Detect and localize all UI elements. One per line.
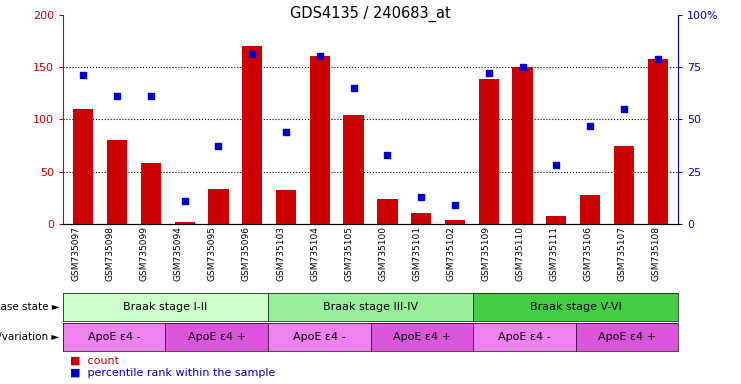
Text: genotype/variation ►: genotype/variation ► [0,332,59,342]
Text: GSM735111: GSM735111 [549,226,559,281]
Bar [411,214,431,224]
Text: ApoE ε4 -: ApoE ε4 - [498,332,551,342]
Point [449,202,461,208]
Text: GSM735103: GSM735103 [276,226,285,281]
Bar [614,146,634,224]
Point [213,143,225,149]
Text: ■  count: ■ count [70,356,119,366]
Bar [310,56,330,224]
Point [348,85,359,91]
Text: Braak stage III-IV: Braak stage III-IV [323,302,418,312]
Text: GSM735100: GSM735100 [379,226,388,281]
Point [415,194,427,200]
Text: GSM735101: GSM735101 [413,226,422,281]
Point [280,129,292,135]
Point [618,106,630,112]
Bar [377,199,397,224]
Point [145,93,157,99]
Point [551,162,562,168]
Text: ApoE ε4 -: ApoE ε4 - [88,332,141,342]
Point [179,198,190,204]
Text: GDS4135 / 240683_at: GDS4135 / 240683_at [290,6,451,22]
Bar [513,67,533,224]
Point [314,53,326,60]
Text: GSM735106: GSM735106 [584,226,593,281]
Point [483,70,495,76]
Text: GSM735110: GSM735110 [515,226,525,281]
Text: GSM735099: GSM735099 [139,226,148,281]
Text: ApoE ε4 +: ApoE ε4 + [393,332,451,342]
Point [77,72,89,78]
Text: GSM735102: GSM735102 [447,226,456,281]
Text: ApoE ε4 -: ApoE ε4 - [293,332,345,342]
Text: GSM735096: GSM735096 [242,226,251,281]
Point [584,122,596,129]
Bar [648,58,668,224]
Text: Braak stage I-II: Braak stage I-II [123,302,207,312]
Point [516,64,528,70]
Point [246,51,258,58]
Text: Braak stage V-VI: Braak stage V-VI [530,302,622,312]
Bar [73,109,93,224]
Point [652,55,664,61]
Text: GSM735095: GSM735095 [207,226,217,281]
Bar [344,115,364,224]
Text: disease state ►: disease state ► [0,302,59,312]
Bar [242,46,262,224]
Bar [276,190,296,224]
Text: GSM735098: GSM735098 [105,226,114,281]
Bar [580,195,600,224]
Text: GSM735104: GSM735104 [310,226,319,281]
Text: GSM735109: GSM735109 [481,226,490,281]
Text: GSM735094: GSM735094 [173,226,182,281]
Text: GSM735097: GSM735097 [71,226,80,281]
Bar [208,189,228,224]
Point [382,152,393,158]
Text: GSM735107: GSM735107 [618,226,627,281]
Point [111,93,123,99]
Bar [141,163,161,224]
Text: ApoE ε4 +: ApoE ε4 + [598,332,656,342]
Text: ■  percentile rank within the sample: ■ percentile rank within the sample [70,367,276,377]
Bar [479,79,499,224]
Text: GSM735105: GSM735105 [345,226,353,281]
Bar [546,215,567,224]
Bar [107,140,127,224]
Text: ApoE ε4 +: ApoE ε4 + [187,332,246,342]
Text: GSM735108: GSM735108 [652,226,661,281]
Bar [445,220,465,224]
Bar [174,222,195,224]
